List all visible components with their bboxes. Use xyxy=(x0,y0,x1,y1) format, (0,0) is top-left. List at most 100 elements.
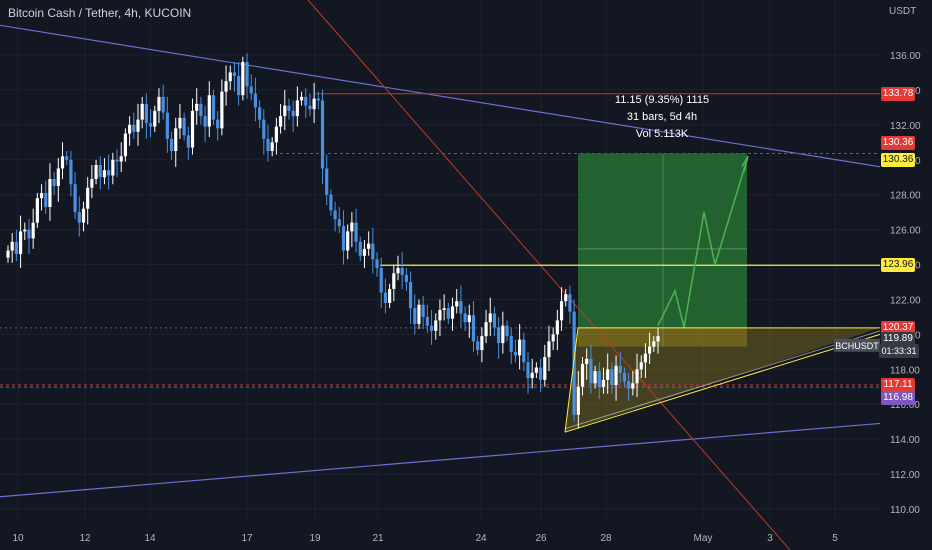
candle-body xyxy=(77,212,81,223)
candle-body xyxy=(224,81,228,92)
projected-path-arrow xyxy=(741,155,749,173)
candle-body xyxy=(585,358,589,365)
candle-body xyxy=(258,107,262,120)
candle-body xyxy=(65,156,69,160)
candle-body xyxy=(455,301,459,307)
candle-body xyxy=(648,346,652,354)
chart-title: Bitcoin Cash / Tether, 4h, KUCOIN xyxy=(8,6,192,20)
candle-body xyxy=(417,304,421,324)
measure-volume-text: Vol 5.113K xyxy=(635,128,689,140)
candle-body xyxy=(622,372,627,382)
candle-body xyxy=(484,322,488,337)
candle-body xyxy=(442,308,446,310)
candle-body xyxy=(362,248,367,256)
candle-body xyxy=(488,313,492,323)
candle-body xyxy=(346,231,350,251)
triangle-bottom-edge xyxy=(564,333,881,433)
candle-body xyxy=(182,117,186,136)
time-tick-label: 10 xyxy=(12,533,24,544)
stop-zone[interactable] xyxy=(578,327,747,347)
price-tick-label: 114.00 xyxy=(890,435,920,446)
time-tick-label: 14 xyxy=(144,533,156,544)
candle-body xyxy=(304,96,308,106)
candle-body xyxy=(505,325,509,337)
candle-body xyxy=(73,184,77,213)
candle-body xyxy=(580,364,585,387)
time-axis[interactable]: 10 12 14 17 19 21 24 26 28 May 3 5 xyxy=(12,533,838,544)
candle-body xyxy=(169,138,174,152)
candle-body xyxy=(425,316,429,326)
price-tick-label: 132.00 xyxy=(890,121,921,132)
candle-body xyxy=(635,369,639,384)
candle-body xyxy=(576,386,580,415)
red-diagonal-line[interactable] xyxy=(307,0,791,550)
candle-body xyxy=(593,371,597,384)
candle-body xyxy=(174,128,178,152)
candle-body xyxy=(94,165,98,179)
candle-body xyxy=(241,61,245,96)
time-tick-label: 3 xyxy=(767,533,773,544)
candle-body xyxy=(627,381,631,389)
candle-body xyxy=(492,313,497,328)
price-tick-label: 126.00 xyxy=(890,226,921,237)
candle-body xyxy=(245,61,249,87)
price-tick-label: 128.00 xyxy=(890,191,921,202)
candle-body xyxy=(190,110,195,148)
support-trendline[interactable] xyxy=(0,422,881,498)
price-tick-label: 118.00 xyxy=(890,365,920,376)
candle-body xyxy=(136,119,140,132)
profit-zone[interactable] xyxy=(578,153,747,328)
candle-body xyxy=(614,365,618,386)
candle-body xyxy=(18,231,23,255)
candle-body xyxy=(157,96,161,111)
candle-body xyxy=(396,268,400,274)
price-tick-label: 122.00 xyxy=(890,295,921,306)
price-badge-b1: 133.78 xyxy=(881,86,915,101)
projected-path[interactable] xyxy=(657,156,749,328)
candles xyxy=(6,53,660,429)
candle-body xyxy=(6,250,10,258)
candle-body xyxy=(463,313,467,323)
candle-body xyxy=(308,105,312,110)
candle-body xyxy=(266,138,270,152)
candle-body xyxy=(476,341,480,351)
candle-body xyxy=(23,229,27,232)
price-badge-b7: 01:33:31 xyxy=(879,343,919,358)
time-tick-label: 24 xyxy=(475,533,487,544)
candle-body xyxy=(551,334,555,342)
candle-body xyxy=(404,275,408,282)
candle-body xyxy=(299,96,304,101)
symbol-tag-text: BCHUSDT xyxy=(835,341,879,351)
candle-body xyxy=(148,123,153,127)
candle-body xyxy=(400,268,404,276)
candle-body xyxy=(329,194,333,211)
candle-body xyxy=(534,367,538,373)
candle-body xyxy=(606,369,610,380)
candle-body xyxy=(203,116,207,127)
candle-body xyxy=(165,112,169,139)
candle-body xyxy=(572,311,576,415)
candle-body xyxy=(350,222,354,232)
drawing-overlays-front[interactable]: BCHUSDT xyxy=(564,155,881,433)
candle-body xyxy=(287,105,291,111)
candle-body xyxy=(216,119,220,129)
time-tick-label: 28 xyxy=(600,533,612,544)
descending-trendline[interactable] xyxy=(0,24,881,168)
candle-body xyxy=(513,351,518,356)
candle-body xyxy=(56,168,60,186)
candle-body xyxy=(379,268,383,293)
price-badge-b3: 130.36 xyxy=(881,152,915,167)
candle-body xyxy=(111,159,115,176)
candle-body xyxy=(90,178,94,188)
candle-body xyxy=(413,308,417,324)
candle-body xyxy=(140,103,144,120)
candle-body xyxy=(438,309,442,321)
candle-body xyxy=(262,119,266,139)
candle-body xyxy=(199,103,203,117)
candle-body xyxy=(98,165,102,178)
candle-body xyxy=(618,365,622,373)
candle-body xyxy=(107,170,111,176)
currency-unit-label: USDT xyxy=(889,6,917,17)
candle-body xyxy=(429,325,434,331)
